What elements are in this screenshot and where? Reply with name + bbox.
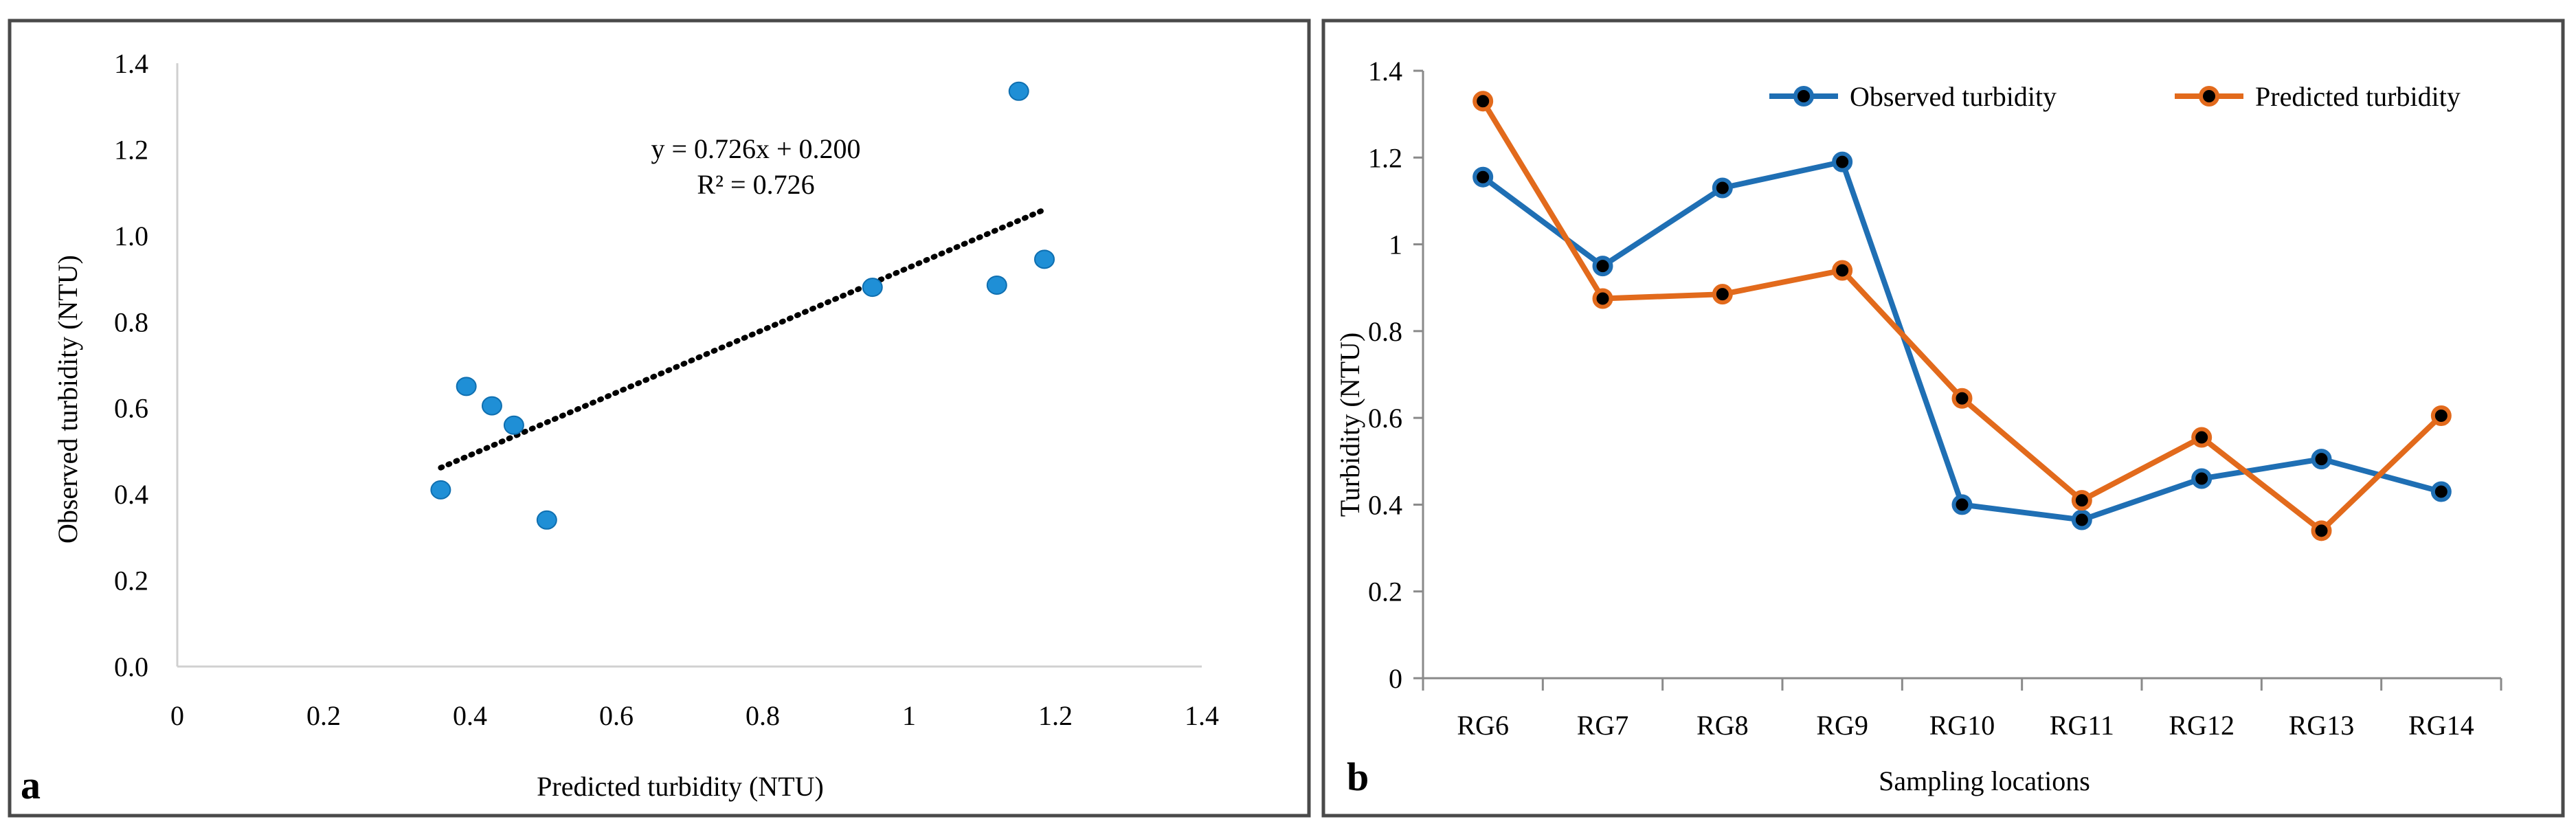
panel-b-ylabel: Turbidity (NTU)	[1334, 333, 1365, 517]
panel-a-x-tick-label: 0	[170, 700, 184, 731]
panel-b-x-tick-label: RG8	[1696, 710, 1749, 741]
panel-a-y-tick-label: 1.2	[114, 134, 148, 165]
panel-b-series-point	[2430, 405, 2452, 426]
panel-a-scatter-point	[503, 415, 524, 435]
panel-b-series-point	[1472, 91, 1494, 112]
panel-b-x-tick-label: RG13	[2289, 710, 2355, 741]
panel-a-x-tick-label: 1.4	[1185, 700, 1219, 731]
panel-b-y-tick-label: 0.6	[1368, 403, 1402, 434]
panel-b-y-tick-label: 0.8	[1368, 316, 1402, 347]
panel-b-series-point	[2311, 449, 2332, 470]
panel-a-ylabel: Observed turbidity (NTU)	[52, 255, 83, 544]
panel-b-legend-marker	[1793, 86, 1814, 107]
panel-b-y-tick-label: 0.4	[1368, 489, 1402, 520]
panel-a-r2: R² = 0.726	[697, 169, 814, 200]
panel-a-y-tick-label: 0.2	[114, 566, 148, 596]
panel-b-y-tick-label: 0.2	[1368, 577, 1402, 607]
panel-b-series-point	[1832, 151, 1853, 172]
panel-b-series-point	[1592, 288, 1613, 309]
panel-b-legend-label: Observed turbidity	[1850, 81, 2057, 112]
panel-b-x-tick-label: RG6	[1457, 710, 1509, 741]
panel-b-y-tick-label: 1.2	[1368, 142, 1402, 173]
panel-b-chart: 0 0.2 0.4 0.6 0.8 1 1.2 1.4 RG6 RG7 RG8 RG9 RG10 RG11…	[1368, 56, 2502, 741]
panel-a-x-tick-label: 0.6	[599, 700, 634, 731]
panel-a-scatter-point	[862, 278, 883, 298]
panel-b-xlabel: Sampling locations	[1879, 765, 2090, 796]
panel-a-x-tick-label: 0.2	[306, 700, 341, 731]
panel-b-x-tick-label: RG7	[1577, 710, 1629, 741]
panel-a-scatter-point	[536, 510, 557, 530]
panel-a-scatter-point	[456, 377, 477, 396]
panel-a-x-tick-label: 0.4	[453, 700, 487, 731]
panel-b-legend-label: Predicted turbidity	[2255, 81, 2461, 112]
panel-b-series-point	[2311, 520, 2332, 541]
panel-b-series-point	[1951, 494, 1973, 515]
panel-a-y-tick-label: 0.8	[114, 306, 148, 337]
panel-b-y-tick-label: 0	[1389, 663, 1402, 694]
panel-b-y-tick-label: 1.4	[1368, 56, 1402, 87]
panel-b-series-point	[1712, 177, 1733, 199]
panel-a-scatter-point	[1008, 81, 1029, 101]
panel-a-frame	[8, 19, 1311, 818]
panel-b-series-point	[1592, 256, 1613, 277]
panel-b-label: b	[1347, 754, 1369, 799]
panel-a-xlabel: Predicted turbidity (NTU)	[537, 771, 824, 802]
panel-b-series-point	[2191, 427, 2213, 448]
panel-b-x-tick-label: RG11	[2050, 710, 2114, 741]
panel-b-series-point	[2430, 481, 2452, 502]
panel-b-x-tick-label: RG14	[2408, 710, 2474, 741]
panel-a-x-tick-label: 1	[902, 700, 916, 731]
panel-b-series-point	[1832, 260, 1853, 281]
panel-a-chart: 0.0 0.2 0.4 0.6 0.8 1.0 1.2 1.4 0 0.2 0.4 0.6 0.8 1 1.…	[114, 48, 1219, 731]
panel-a-x-tick-label: 0.8	[746, 700, 780, 731]
panel-a-label: a	[21, 763, 41, 807]
panel-b-series-point	[2071, 490, 2092, 511]
panel-a-scatter-point	[481, 396, 502, 416]
panel-b-series-point	[1472, 166, 1494, 188]
panel-a-y-tick-label: 0.6	[114, 393, 148, 424]
panel-a-equation: y = 0.726x + 0.200	[651, 133, 860, 164]
panel-b-x-tick-label: RG9	[1816, 710, 1868, 741]
panel-a-scatter-point	[986, 275, 1007, 295]
panel-a-y-tick-label: 0.4	[114, 479, 148, 510]
panel-b-frame	[1321, 19, 2565, 818]
panel-b-legend-marker	[2199, 86, 2219, 107]
panel-a-trendline	[438, 207, 1048, 471]
panel-b-x-tick-label: RG10	[1929, 710, 1995, 741]
panel-b-series-point	[2191, 468, 2213, 489]
panel-a-y-tick-label: 1.4	[114, 48, 148, 79]
panel-a-y-tick-label: 1.0	[114, 221, 148, 251]
panel-a-scatter-point	[430, 480, 451, 500]
panel-a-x-tick-label: 1.2	[1038, 700, 1073, 731]
panel-b-series-point	[2071, 509, 2092, 530]
panel-b-x-tick-label: RG12	[2169, 710, 2235, 741]
panel-b-series-point	[1712, 284, 1733, 305]
panel-a-y-tick-label: 0.0	[114, 651, 148, 682]
panel-b-series-point	[1951, 388, 1973, 409]
panel-a-scatter-point	[1034, 249, 1055, 269]
panel-b-y-tick-label: 1	[1389, 230, 1402, 260]
